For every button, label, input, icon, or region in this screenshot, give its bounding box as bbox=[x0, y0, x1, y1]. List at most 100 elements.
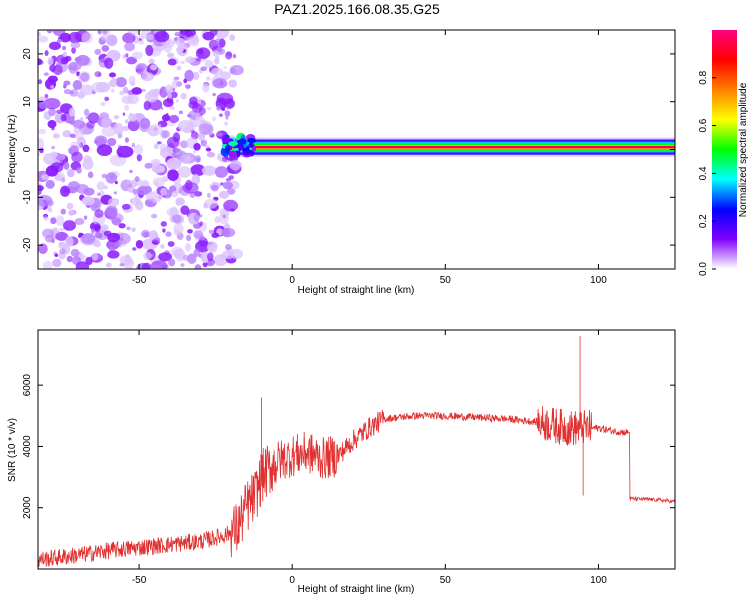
snr-series-line bbox=[37, 336, 676, 567]
heatmap-blob bbox=[218, 190, 230, 199]
heatmap-blob bbox=[85, 256, 93, 266]
heatmap-blob bbox=[114, 241, 122, 248]
heatmap-blob bbox=[87, 171, 94, 179]
top-x-ticks: -50 0 50 100 bbox=[132, 30, 607, 286]
heatmap-blob bbox=[206, 151, 216, 158]
carrier-edge-blob bbox=[248, 142, 254, 148]
heatmap-blob bbox=[139, 117, 151, 130]
heatmap-blob bbox=[130, 81, 136, 87]
heatmap-blob bbox=[72, 80, 83, 91]
heatmap-blob bbox=[107, 137, 117, 147]
heatmap-blob bbox=[44, 50, 49, 56]
heatmap-blob bbox=[140, 229, 151, 238]
heatmap-blob bbox=[47, 119, 57, 129]
heatmap-blob bbox=[78, 71, 91, 83]
heatmap-blob bbox=[223, 199, 239, 212]
snr-frame bbox=[37, 329, 676, 570]
heatmap-blob bbox=[75, 54, 90, 66]
heatmap-blob bbox=[207, 252, 214, 262]
heatmap-blob bbox=[171, 80, 178, 89]
heatmap-blob bbox=[176, 252, 185, 262]
carrier-edge-blob bbox=[228, 141, 238, 147]
heatmap-blob bbox=[44, 93, 49, 99]
heatmap-blob bbox=[144, 199, 154, 207]
heatmap-blob bbox=[128, 113, 137, 122]
heatmap-blob bbox=[75, 184, 89, 194]
carrier-edge-blob bbox=[224, 144, 230, 154]
carrier-edge-blob bbox=[228, 150, 238, 159]
heatmap-blob bbox=[135, 239, 144, 249]
heatmap-blob bbox=[56, 109, 63, 114]
heatmap-blob bbox=[200, 251, 210, 264]
heatmap-blob bbox=[63, 88, 72, 95]
heatmap-blob bbox=[193, 248, 200, 258]
heatmap-blob bbox=[204, 59, 214, 69]
heatmap-blob bbox=[179, 154, 192, 164]
heatmap-blob bbox=[206, 192, 211, 198]
y-tick-label: -20 bbox=[22, 237, 33, 252]
heatmap-blob bbox=[194, 264, 202, 269]
heatmap-blob bbox=[75, 130, 84, 142]
heatmap-blob bbox=[59, 227, 65, 232]
heatmap-blob bbox=[116, 232, 131, 245]
heatmap-blob bbox=[160, 187, 167, 196]
carrier-edge-blob bbox=[239, 137, 247, 145]
chart-title: PAZ1.2025.166.08.35.G25 bbox=[274, 1, 440, 17]
heatmap-blob bbox=[60, 57, 69, 65]
heatmap-blob bbox=[103, 230, 112, 237]
heatmap-blob bbox=[101, 45, 110, 52]
heatmap-blob bbox=[229, 159, 242, 171]
heatmap-blob bbox=[62, 51, 68, 58]
y-tick-label: 6000 bbox=[22, 374, 33, 397]
heatmap-blob bbox=[230, 248, 243, 260]
colorbar-tick-label: 0.6 bbox=[698, 118, 709, 132]
heatmap-blob bbox=[166, 157, 182, 170]
heatmap-blob bbox=[96, 144, 113, 157]
heatmap-blob bbox=[148, 58, 155, 65]
heatmap-blob bbox=[70, 41, 81, 49]
heatmap-blob bbox=[229, 67, 236, 75]
heatmap-blob bbox=[126, 226, 131, 231]
heatmap-blob bbox=[44, 235, 55, 243]
heatmap-blob bbox=[116, 145, 134, 158]
heatmap-blob bbox=[225, 115, 229, 120]
heatmap-blob bbox=[224, 121, 229, 126]
heatmap-blob bbox=[222, 228, 231, 238]
heatmap-blob bbox=[82, 144, 90, 153]
heatmap-blob bbox=[138, 39, 145, 45]
heatmap-blob bbox=[125, 56, 138, 65]
colorbar-tick-label: 0.0 bbox=[698, 262, 709, 276]
x-tick-label: -50 bbox=[132, 275, 147, 286]
carrier-edge-blob bbox=[221, 136, 230, 144]
heatmap-blob bbox=[94, 223, 101, 233]
heatmap-blob bbox=[202, 31, 215, 41]
heatmap-blob bbox=[113, 191, 117, 195]
heatmap-blob bbox=[105, 172, 118, 184]
heatmap-blob bbox=[167, 52, 175, 58]
heatmap-blob bbox=[150, 260, 168, 269]
heatmap-blob bbox=[161, 130, 171, 139]
heatmap-cells bbox=[38, 30, 675, 269]
heatmap-blob bbox=[108, 80, 114, 87]
heatmap-blob bbox=[168, 114, 180, 124]
heatmap-blob bbox=[229, 34, 235, 42]
heatmap-blob bbox=[83, 108, 90, 117]
heatmap-blob bbox=[121, 203, 131, 210]
y-tick-label: 4000 bbox=[22, 435, 33, 458]
heatmap-blob bbox=[192, 71, 200, 81]
heatmap-blob bbox=[211, 232, 220, 238]
heatmap-blob bbox=[201, 165, 217, 176]
heatmap-blob bbox=[175, 98, 179, 103]
heatmap-blob bbox=[137, 185, 149, 196]
heatmap-blob bbox=[43, 216, 50, 221]
heatmap-blob bbox=[52, 258, 62, 268]
heatmap-blob bbox=[224, 110, 231, 117]
colorbar-tick-label: 0.4 bbox=[698, 166, 709, 180]
heatmap-blob bbox=[173, 77, 179, 82]
heatmap-blob bbox=[101, 30, 108, 35]
heatmap-blob bbox=[100, 116, 111, 128]
heatmap-blob bbox=[104, 57, 114, 69]
heatmap-blob bbox=[211, 116, 216, 122]
x-tick-label: 100 bbox=[590, 275, 607, 286]
colorbar-gradient bbox=[712, 30, 737, 269]
